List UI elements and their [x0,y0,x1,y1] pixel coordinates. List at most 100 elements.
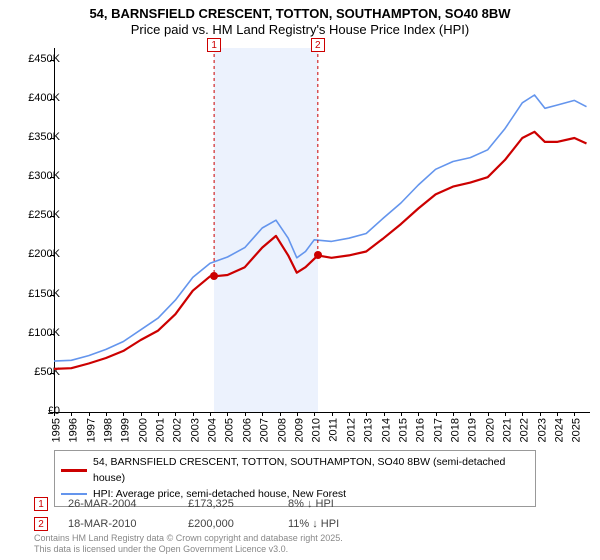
title-line-1: 54, BARNSFIELD CRESCENT, TOTTON, SOUTHAM… [0,6,600,22]
x-tick-label: 2005 [224,418,236,442]
x-tick [418,412,419,416]
sales-table: 1 26-MAR-2004 £173,325 8% ↓ HPI 2 18-MAR… [34,494,388,534]
x-tick [54,412,55,416]
x-tick [488,412,489,416]
x-tick-label: 2025 [571,418,583,442]
x-tick [384,412,385,416]
x-tick [522,412,523,416]
x-tick [175,412,176,416]
series-hpi [54,95,587,361]
x-tick-label: 2011 [327,418,339,442]
chart-container: 54, BARNSFIELD CRESCENT, TOTTON, SOUTHAM… [0,0,600,560]
x-tick-label: 2019 [467,418,479,442]
x-tick-label: 2009 [293,418,305,442]
x-tick-label: 1995 [50,418,62,442]
x-tick [349,412,350,416]
y-tick-label: £450K [10,53,60,65]
x-tick [158,412,159,416]
x-tick-label: 2013 [363,418,375,442]
y-tick-label: £150K [10,288,60,300]
x-tick [89,412,90,416]
x-tick [71,412,72,416]
x-tick-label: 2017 [432,418,444,442]
legend-item-1: 54, BARNSFIELD CRESCENT, TOTTON, SOUTHAM… [61,455,529,487]
x-tick [106,412,107,416]
sale-dot [314,251,322,259]
x-tick [141,412,142,416]
y-tick-label: £350K [10,131,60,143]
x-tick [332,412,333,416]
line-chart [54,48,590,412]
sale-date-2: 18-MAR-2010 [68,518,168,530]
sale-price-1: £173,325 [188,498,268,510]
x-tick [436,412,437,416]
x-tick-label: 2016 [415,418,427,442]
x-tick [297,412,298,416]
x-tick-label: 2006 [241,418,253,442]
sale-dot [210,272,218,280]
y-tick-label: £100K [10,327,60,339]
sale-row-1: 1 26-MAR-2004 £173,325 8% ↓ HPI [34,494,388,514]
x-tick [401,412,402,416]
x-tick-label: 2024 [554,418,566,442]
x-tick [210,412,211,416]
y-tick-label: £400K [10,92,60,104]
x-tick-label: 2018 [449,418,461,442]
x-tick [314,412,315,416]
x-tick [193,412,194,416]
x-tick-label: 2022 [519,418,531,442]
x-tick-label: 1996 [68,418,80,442]
x-tick-label: 2001 [155,418,167,442]
x-tick-label: 2021 [501,418,513,442]
footer-line-1: Contains HM Land Registry data © Crown c… [34,533,343,545]
x-tick-label: 2010 [311,418,323,442]
y-tick-label: £300K [10,170,60,182]
x-tick [227,412,228,416]
x-tick-label: 2014 [380,418,392,442]
y-tick-label: £0 [10,405,60,417]
x-axis-line [54,412,590,413]
sale-diff-1: 8% ↓ HPI [288,498,388,510]
x-tick [557,412,558,416]
x-tick-label: 2023 [536,418,548,442]
x-tick [505,412,506,416]
sale-price-2: £200,000 [188,518,268,530]
series-price_paid [54,132,587,369]
x-tick-label: 1998 [103,418,115,442]
sale-marker-box: 1 [207,38,221,52]
title-block: 54, BARNSFIELD CRESCENT, TOTTON, SOUTHAM… [0,0,600,39]
legend-swatch-1 [61,469,87,472]
x-tick-label: 2002 [172,418,184,442]
x-tick [280,412,281,416]
x-tick-label: 2003 [189,418,201,442]
y-tick-label: £250K [10,209,60,221]
y-tick-label: £50K [10,366,60,378]
x-tick-label: 2012 [345,418,357,442]
footer-line-2: This data is licensed under the Open Gov… [34,544,343,556]
x-tick [366,412,367,416]
x-tick-label: 1997 [85,418,97,442]
x-tick [470,412,471,416]
sale-marker-1: 1 [34,497,48,511]
x-tick-label: 2008 [276,418,288,442]
sale-diff-2: 11% ↓ HPI [288,518,388,530]
plot-area: 12 [54,48,590,412]
title-line-2: Price paid vs. HM Land Registry's House … [0,22,600,38]
x-tick [453,412,454,416]
sale-row-2: 2 18-MAR-2010 £200,000 11% ↓ HPI [34,514,388,534]
x-tick [245,412,246,416]
x-tick-label: 2000 [137,418,149,442]
legend-label-1: 54, BARNSFIELD CRESCENT, TOTTON, SOUTHAM… [93,455,529,487]
x-tick [540,412,541,416]
sale-date-1: 26-MAR-2004 [68,498,168,510]
x-tick-label: 2004 [207,418,219,442]
x-tick-label: 1999 [120,418,132,442]
x-tick [123,412,124,416]
sale-marker-box: 2 [311,38,325,52]
x-tick-label: 2020 [484,418,496,442]
sale-marker-2: 2 [34,517,48,531]
x-tick-label: 2007 [259,418,271,442]
x-tick [574,412,575,416]
x-tick-label: 2015 [397,418,409,442]
y-tick-label: £200K [10,248,60,260]
